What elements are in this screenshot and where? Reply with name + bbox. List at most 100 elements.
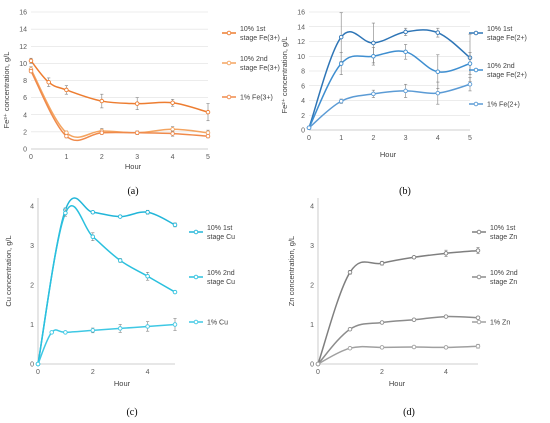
chart-d-ytick-label: 4 (310, 203, 314, 210)
chart-a-ytick-label: 14 (19, 27, 27, 34)
chart-a-xtick-label: 0 (29, 154, 33, 161)
chart-c-series-line (37, 205, 176, 365)
chart-a-legend-marker (226, 60, 232, 66)
chart-b-data-point (467, 82, 473, 87)
chart-d-legend-label: 1% Zn (490, 320, 510, 327)
chart-b-legend-marker (473, 101, 479, 107)
legend-label-line: 10% 1st (240, 26, 265, 33)
chart-a-data-point (99, 98, 105, 104)
chart-a-legend-marker (226, 94, 232, 100)
chart-d-data-point (347, 345, 353, 351)
chart-a-data-point (64, 87, 69, 93)
chart-b-xtick-label: 0 (307, 135, 311, 142)
chart-b-xtick-label: 4 (436, 135, 440, 142)
legend-label-line: 1% Fe(2+) (487, 102, 520, 109)
legend-label-line: 1% Cu (207, 320, 228, 327)
legend-label-line: 1% Zn (490, 320, 510, 327)
chart-b-legend-label: 10% 1st stage Fe(2+) (487, 26, 527, 42)
chart-d-legend-label: 10% 2nd stage Zn (490, 270, 518, 286)
chart-b-caption: (b) (399, 186, 411, 197)
chart-d-data-point (443, 251, 449, 256)
chart-c-series-line (37, 323, 176, 365)
chart-a-xtick-label: 3 (135, 154, 139, 161)
chart-b-data-point (435, 69, 441, 74)
chart-a-data-point (46, 79, 51, 85)
chart-d-xtick-label: 4 (444, 369, 448, 376)
chart-c-xtick-label: 0 (36, 369, 40, 376)
chart-b-ytick-label: 10 (297, 54, 305, 61)
chart-d-data-point (411, 317, 417, 322)
chart-a-ytick-label: 0 (23, 147, 27, 154)
legend-label-line: stage Zn (490, 279, 517, 286)
chart-d-ytick-label: 3 (310, 243, 314, 250)
legend-label-line: 10% 1st (487, 26, 512, 33)
chart-c-data-point (49, 330, 54, 335)
chart-d-xtick-label: 0 (316, 369, 320, 376)
chart-d-caption: (d) (403, 407, 415, 418)
chart-d-legend-marker (476, 274, 482, 280)
chart-c-legend-marker (193, 274, 199, 280)
chart-c-ytick-label: 2 (30, 282, 34, 289)
chart-c-ytick-label: 4 (30, 203, 34, 210)
chart-b-legend-label: 10% 2nd stage Fe(2+) (487, 63, 527, 79)
chart-a-ytick-label: 8 (23, 78, 27, 85)
legend-label-line: stage Zn (490, 234, 517, 241)
chart-d-series-line (317, 315, 479, 365)
chart-a-xtick-label: 4 (171, 154, 175, 161)
chart-b-ylabel: Fe²⁺ concentration, g/L (280, 37, 289, 114)
chart-d-data-point (443, 314, 449, 319)
chart-b-data-point (435, 90, 441, 96)
chart-c-data-point (90, 209, 96, 215)
chart-d-data-point (411, 255, 417, 260)
chart-a-series-line (30, 70, 209, 142)
chart-d-data-point (315, 361, 321, 367)
chart-c-data-point (172, 222, 178, 228)
chart-a-data-point (64, 133, 69, 139)
chart-a-ytick-label: 4 (23, 112, 27, 119)
chart-a-data-point (205, 133, 211, 139)
legend-label-line: stage Fe(2+) (487, 35, 527, 42)
chart-c: Cu concentration, g/L Hour (c) 0 1 2 3 4 0 2 4 1… (4, 197, 235, 418)
chart-b-data-point (338, 61, 344, 66)
chart-b-ytick-label: 2 (301, 113, 305, 120)
chart-b-ytick-label: 12 (297, 39, 305, 46)
chart-b-data-point (371, 91, 376, 97)
chart-a-legend-label: 10% 2nd stage Fe(3+) (240, 56, 280, 72)
chart-c-caption: (c) (126, 407, 137, 418)
legend-label-line: 1% Fe(3+) (240, 95, 273, 102)
chart-b-data-point (403, 88, 408, 94)
chart-d-data-point (411, 344, 417, 350)
chart-d-legend-marker (476, 319, 482, 325)
chart-b-data-point (435, 30, 441, 35)
chart-a-ytick-label: 16 (19, 10, 27, 17)
chart-b-series-line (308, 50, 471, 129)
chart-b-ytick-label: 4 (301, 98, 305, 105)
chart-a-xtick-label: 2 (100, 154, 104, 161)
chart-a-legend-label: 1% Fe(3+) (240, 95, 273, 102)
chart-c-data-point (117, 214, 123, 219)
chart-c-data-point (145, 209, 150, 215)
chart-d-data-point (379, 260, 385, 266)
chart-c-data-point (117, 258, 123, 263)
chart-a-data-point (134, 130, 140, 135)
chart-a-ylabel: Fe³⁺ concentration, g/L (2, 52, 11, 129)
legend-label-line: 10% 1st (490, 225, 515, 232)
chart-b-ytick-label: 0 (301, 128, 305, 135)
chart-c-data-point (90, 328, 96, 333)
chart-a-data-point (28, 68, 34, 74)
chart-a-series-line (30, 60, 209, 113)
chart-a-legend-marker (226, 30, 232, 36)
chart-d-xtick-label: 2 (380, 369, 384, 376)
chart-b-ytick-label: 8 (301, 69, 305, 76)
chart-c-legend-label: 1% Cu (207, 320, 228, 327)
chart-b-data-point (338, 34, 344, 40)
chart-d-series-line (317, 345, 479, 365)
chart-b-xtick-label: 5 (468, 135, 472, 142)
chart-a-xtick-label: 1 (64, 154, 68, 161)
legend-label-line: stage Cu (207, 234, 235, 241)
chart-d-xlabel: Hour (389, 379, 406, 388)
chart-d-ytick-label: 0 (310, 362, 314, 369)
chart-b-xlabel: Hour (380, 150, 397, 159)
chart-c-data-point (90, 234, 96, 239)
